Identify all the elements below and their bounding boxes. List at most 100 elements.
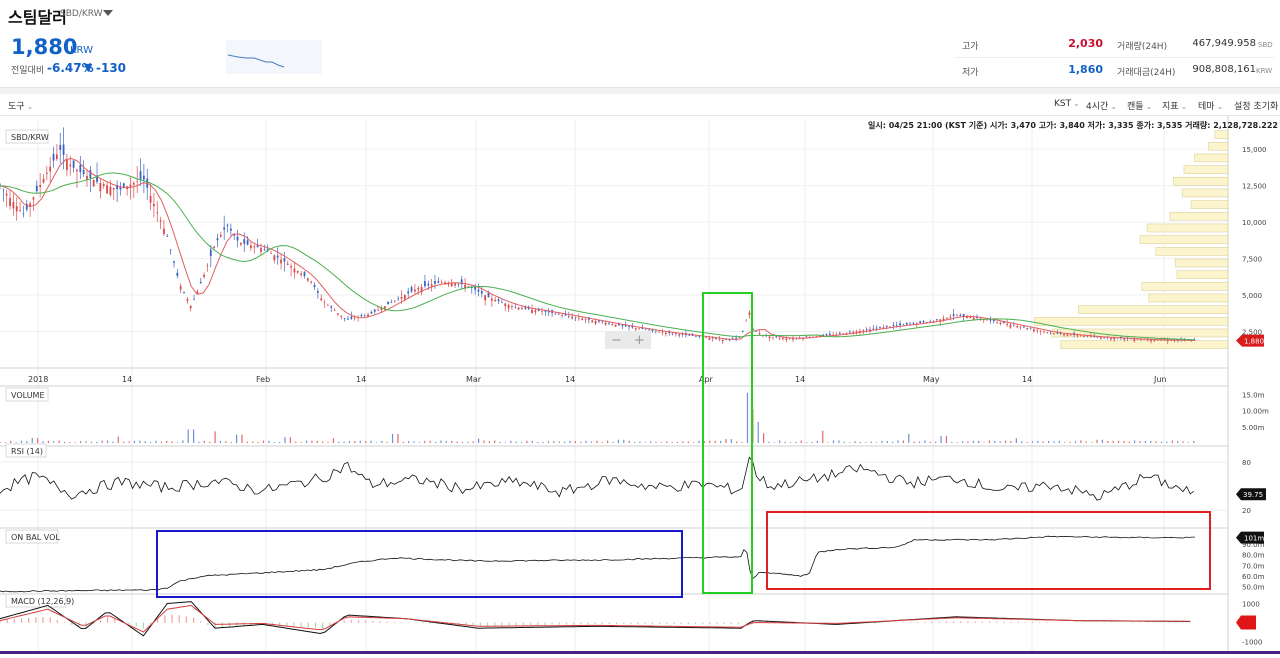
candle-body <box>966 317 968 318</box>
volume-bar <box>682 441 683 443</box>
macd-histogram-bar <box>372 621 373 623</box>
candle-body <box>906 323 908 325</box>
candle-body <box>437 281 439 283</box>
candle-menu[interactable]: 캔들⌄ <box>1127 99 1152 112</box>
candle-body <box>585 319 587 320</box>
volume-bar <box>456 442 457 443</box>
candle-body <box>284 258 286 261</box>
volume-bar <box>596 441 597 443</box>
candle-body <box>949 317 951 318</box>
volume-bar <box>741 442 742 443</box>
candle-body <box>253 246 255 247</box>
candle-body <box>963 314 965 317</box>
candle-body <box>1010 325 1012 328</box>
zoom-out-icon: − <box>611 333 622 348</box>
candle-body <box>555 314 557 315</box>
candle-body <box>237 237 239 241</box>
candle-body <box>1147 340 1149 341</box>
candle-body <box>89 170 91 178</box>
volume-bar <box>532 441 533 443</box>
volume-bar <box>908 434 909 443</box>
volume-bar <box>1193 441 1194 443</box>
volume-bar <box>1113 441 1114 443</box>
reset-settings-button[interactable]: 설정 초기화 <box>1234 99 1278 112</box>
volume-bar <box>10 441 11 443</box>
candle-body <box>1113 338 1115 339</box>
volume-bar <box>607 441 608 443</box>
macd-histogram-bar <box>551 623 552 625</box>
candle-body <box>324 302 326 303</box>
volume-bar <box>763 433 764 443</box>
high-value: 2,030 <box>1043 37 1103 50</box>
indicator-menu[interactable]: 지표⌄ <box>1162 99 1187 112</box>
candle-body <box>163 229 165 234</box>
macd-histogram-bar <box>286 623 287 626</box>
candle-body <box>929 321 931 322</box>
candle-body <box>969 317 971 318</box>
volume-bar <box>215 431 216 443</box>
volume-bar <box>1032 441 1033 443</box>
candle-body <box>956 316 958 317</box>
volume-bar <box>677 442 678 443</box>
candle-body <box>133 183 135 184</box>
macd-histogram-bar <box>666 623 667 625</box>
volume-bar <box>365 441 366 443</box>
candle-body <box>1133 339 1135 341</box>
coin-name[interactable]: 스팀달러 <box>8 4 67 28</box>
volume-bar <box>1156 441 1157 443</box>
current-price: 1,880 <box>11 35 77 59</box>
macd-histogram-bar <box>946 621 947 622</box>
theme-menu[interactable]: 테마⌄ <box>1198 99 1223 112</box>
volume-profile-bar <box>1078 306 1228 314</box>
candle-body <box>772 337 774 338</box>
macd-current-tag <box>1236 616 1256 630</box>
candle-body <box>110 187 112 195</box>
rsi-current-tag-label: 39.75 <box>1243 491 1263 499</box>
candle-body <box>1023 326 1025 327</box>
volume-bar <box>564 442 565 443</box>
candle-body <box>334 310 336 311</box>
volume-bar <box>505 442 506 443</box>
mini-sparkline <box>226 40 322 74</box>
candle-body <box>1063 334 1065 335</box>
volume-bar <box>639 441 640 443</box>
candle-body <box>658 332 660 333</box>
candle-body <box>183 292 185 293</box>
candle-body <box>886 326 888 327</box>
volume-bar <box>688 441 689 443</box>
volume-bar <box>360 441 361 443</box>
macd-histogram-bar <box>573 623 574 625</box>
x-axis-tick-label: 14 <box>1022 375 1032 384</box>
macd-histogram-bar <box>516 623 517 626</box>
coin-pair[interactable]: SBD/KRW <box>60 9 103 19</box>
volume-bar <box>645 442 646 443</box>
rsi-line <box>0 457 1194 500</box>
candle-body <box>83 170 85 174</box>
macd-histogram-bar <box>1010 622 1011 623</box>
candle-body <box>946 318 948 319</box>
volume-profile-bar <box>1147 224 1228 232</box>
candle-body <box>270 253 272 254</box>
macd-histogram-bar <box>996 622 997 623</box>
volume-tick-label: 5.00m <box>1242 424 1265 432</box>
candle-body <box>504 304 506 307</box>
volume-bar <box>801 441 802 443</box>
high-label: 고가 <box>962 39 979 52</box>
candle-body <box>287 264 289 265</box>
candle-body <box>150 196 152 203</box>
interval-menu[interactable]: 4시간⌄ <box>1086 99 1117 112</box>
tools-menu[interactable]: 도구⌄ <box>8 99 33 112</box>
macd-histogram-bar <box>21 618 22 622</box>
macd-histogram-bar <box>415 623 416 624</box>
volume-bar <box>295 442 296 443</box>
candle-body <box>986 320 988 321</box>
volume-bar <box>774 442 775 443</box>
chevron-down-icon[interactable] <box>103 10 113 16</box>
timezone-menu[interactable]: KST⌄ <box>1054 99 1080 109</box>
candle-body <box>973 318 975 320</box>
candle-body <box>923 321 925 322</box>
candle-body <box>1000 323 1002 324</box>
chart-svg[interactable]: 15,00012,50010,0007,5005,0002,500SBD/KRW… <box>0 116 1280 654</box>
macd-histogram-bar <box>638 623 639 625</box>
